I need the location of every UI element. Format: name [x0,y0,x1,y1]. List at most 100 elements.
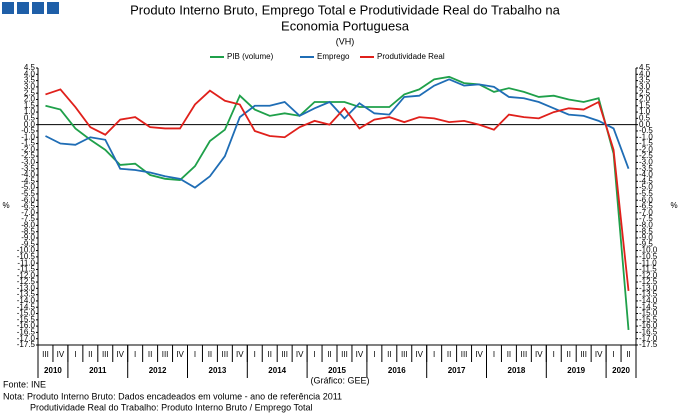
y2-tick-label: 1.5 [639,101,651,110]
x-tick-label: I [134,350,136,359]
y2-tick-label: -0.5 [639,126,653,135]
y2-tick-label: 2.5 [639,88,651,97]
x-tick-label: I [194,350,196,359]
y-tick-label: 2.5 [24,88,36,97]
y2-tick-label: 4.0 [639,69,651,78]
y-tick-label: -2.0 [21,145,35,154]
y-tick-label: -8.5 [21,227,35,236]
x-tick-label: IV [57,350,65,359]
y2-tick-label: -14.0 [639,296,658,305]
line-series [45,78,630,189]
x-year-label: 2012 [149,366,167,375]
y-tick-label: -15.5 [17,315,36,324]
y2-tick-label: -4.0 [639,170,653,179]
source-note: (Gráfico: GEE) [310,375,369,385]
line-series [45,88,630,291]
x-year-label: 2020 [612,366,630,375]
y2-tick-label: -12.0 [639,271,658,280]
footnote: Fonte: INE [3,379,46,389]
x-tick-label: IV [116,350,124,359]
x-tick-label: III [521,350,528,359]
y2-tick-label: -1.5 [639,139,653,148]
y-tick-label: -4.0 [21,170,35,179]
y-tick-label: -11.5 [17,265,35,274]
y2-tick-label: -6.5 [639,202,653,211]
x-tick-label: III [281,350,288,359]
y-tick-label: 3.0 [24,82,36,91]
legend-label: Produtividade Real [377,52,445,61]
y2-tick-label: 4.5 [639,63,651,72]
x-year-label: 2015 [328,366,346,375]
y-tick-label: -13.5 [17,290,36,299]
y-tick-label: -1.5 [21,139,35,148]
y-tick-label: 4.0 [24,69,36,78]
y2-tick-label: 1.0 [639,107,651,116]
x-tick-label: II [267,350,271,359]
y2-tick-label: -8.0 [639,220,653,229]
y-tick-label: -5.0 [21,183,35,192]
y2-tick-label: -9.5 [639,239,653,248]
footnote: Nota: Produto Interno Bruto: Dados encad… [3,391,342,401]
x-tick-label: II [447,350,451,359]
y-tick-label: 1.0 [24,107,36,116]
y2-tick-label: -13.0 [639,283,658,292]
y2-tick-label: -14.5 [639,302,658,311]
y2-tick-label: -16.0 [639,321,658,330]
x-tick-label: IV [595,350,603,359]
x-tick-label: II [327,350,331,359]
y-tick-label: -3.5 [21,164,35,173]
y2-tick-label: -11.5 [639,265,657,274]
y-tick-label: -14.0 [17,296,36,305]
y-tick-label: -9.0 [21,233,35,242]
y-tick-label: -10.0 [17,246,36,255]
y2-tick-label: -16.5 [639,328,658,337]
legend-label: Emprego [317,52,350,61]
y2-tick-label: 3.5 [639,76,651,85]
x-tick-label: I [493,350,495,359]
logo [2,2,14,14]
y-tick-label: -4.5 [21,176,35,185]
logo [17,2,29,14]
x-year-label: 2016 [388,366,406,375]
y-tick-label: -12.0 [17,271,36,280]
y2-tick-label: 3.0 [639,82,651,91]
y2-tick-label: 0.0 [639,120,651,129]
y-tick-label: -10.5 [17,252,36,261]
y2-tick-label: 2.0 [639,95,651,104]
x-tick-label: IV [356,350,364,359]
y-tick-label: -7.0 [21,208,35,217]
y2-tick-label: -4.5 [639,176,653,185]
footnote: Produtividade Real do Trabalho: Produto … [30,402,313,412]
y2-tick-label: -7.0 [639,208,653,217]
y2-tick-label: -2.5 [639,151,653,160]
x-tick-label: I [74,350,76,359]
chart-title: Economia Portuguesa [281,18,410,33]
y2-axis-label: % [670,201,677,210]
y-tick-label: -14.5 [17,302,36,311]
x-tick-label: IV [176,350,184,359]
x-tick-label: I [612,350,614,359]
y-tick-label: -5.5 [21,189,35,198]
y2-tick-label: -15.5 [639,315,658,324]
y2-tick-label: -10.5 [639,252,658,261]
x-tick-label: II [626,350,630,359]
y2-tick-label: -8.5 [639,227,653,236]
y2-tick-label: -3.0 [639,158,653,167]
x-tick-label: III [42,350,49,359]
y-tick-label: -16.0 [17,321,36,330]
logo [47,2,59,14]
x-tick-label: II [507,350,511,359]
y-tick-label: 2.0 [24,95,36,104]
x-tick-label: IV [236,350,244,359]
x-tick-label: II [148,350,152,359]
y-tick-label: -3.0 [21,158,35,167]
y2-tick-label: -15.0 [639,309,658,318]
x-year-label: 2018 [508,366,526,375]
x-tick-label: III [162,350,169,359]
y-tick-label: -17.5 [17,340,36,349]
line-series [45,75,630,330]
x-tick-label: IV [475,350,483,359]
x-year-label: 2010 [44,366,62,375]
